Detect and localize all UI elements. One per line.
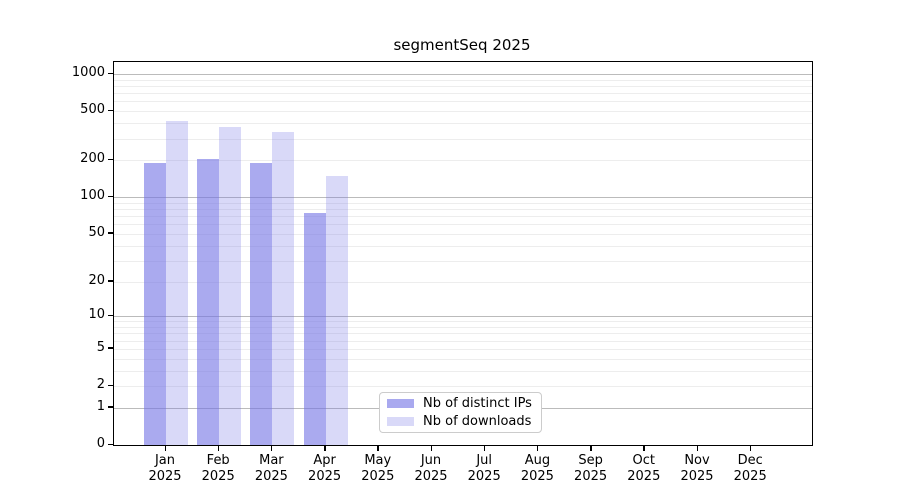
legend-swatch-downloads	[387, 417, 414, 426]
y-tick	[108, 443, 113, 445]
minor-gridline	[114, 101, 812, 103]
bar-apr-distinct-ips	[303, 213, 326, 445]
bar-mar-distinct-ips	[250, 163, 273, 445]
x-tick	[590, 446, 592, 451]
major-gridline	[114, 197, 812, 199]
x-tick	[217, 446, 220, 451]
y-tick-label: 50	[88, 224, 105, 240]
minor-gridline	[114, 224, 812, 226]
y-tick	[108, 347, 113, 349]
x-tick	[377, 446, 379, 451]
minor-gridline	[114, 86, 812, 87]
x-tick-label-apr: Apr 2025	[308, 453, 342, 484]
x-tick	[164, 446, 166, 451]
y-tick	[108, 280, 113, 282]
x-tick-label-dec: Dec 2025	[733, 453, 767, 484]
y-tick	[108, 406, 113, 408]
x-tick-label-mar: Mar 2025	[254, 453, 288, 484]
plot-area	[113, 61, 813, 446]
x-tick-label-nov: Nov 2025	[680, 453, 714, 484]
minor-gridline	[114, 327, 812, 328]
minor-gridline	[114, 216, 812, 218]
x-tick-label-jun: Jun 2025	[414, 453, 448, 484]
x-tick	[696, 446, 698, 451]
y-tick	[108, 109, 113, 112]
x-tick	[536, 446, 539, 451]
x-tick-label-may: May 2025	[361, 453, 395, 484]
legend-label-downloads: Nb of downloads	[423, 414, 532, 429]
y-tick-label: 500	[80, 102, 105, 118]
x-tick	[749, 446, 752, 451]
minor-gridline	[114, 260, 812, 262]
bar-feb-downloads	[219, 126, 242, 445]
bar-jan-downloads	[166, 120, 188, 445]
y-tick	[108, 232, 113, 234]
bar-feb-distinct-ips	[197, 158, 220, 445]
y-tick-label: 2	[96, 377, 105, 392]
legend-swatch-distinct-ips	[387, 399, 414, 408]
minor-gridline	[114, 93, 812, 95]
y-tick-label: 0	[96, 436, 105, 451]
minor-gridline	[114, 358, 812, 360]
minor-gridline	[114, 202, 812, 204]
x-tick-label-jul: Jul 2025	[467, 453, 501, 484]
legend-entry-downloads: Nb of downloads	[387, 414, 534, 429]
legend-label-distinct-ips: Nb of distinct IPs	[423, 396, 532, 411]
legend: Nb of distinct IPs Nb of downloads	[379, 392, 542, 433]
x-tick	[430, 446, 432, 451]
minor-gridline	[114, 160, 812, 162]
minor-gridline	[114, 321, 812, 323]
y-tick-label: 5	[96, 339, 105, 355]
chart-title: segmentSeq 2025	[393, 36, 531, 54]
x-tick	[483, 446, 486, 451]
minor-gridline	[114, 281, 812, 283]
x-tick-label-sep: Sep 2025	[574, 453, 608, 484]
bar-apr-downloads	[325, 175, 348, 445]
y-tick-label: 1000	[71, 65, 105, 80]
minor-gridline	[114, 370, 812, 372]
y-tick	[108, 158, 113, 161]
minor-gridline	[114, 111, 812, 113]
y-tick-label: 100	[80, 188, 105, 204]
bar-mar-downloads	[272, 131, 295, 445]
bar-jan-distinct-ips	[144, 163, 166, 445]
x-tick-label-feb: Feb 2025	[201, 453, 235, 484]
x-tick-label-aug: Aug 2025	[520, 453, 554, 484]
legend-entry-distinct-ips: Nb of distinct IPs	[387, 396, 534, 411]
y-tick-label: 1	[96, 398, 105, 414]
major-gridline	[114, 74, 812, 75]
minor-gridline	[114, 245, 812, 247]
minor-gridline	[114, 79, 812, 81]
minor-gridline	[114, 209, 812, 210]
minor-gridline	[114, 138, 812, 140]
x-tick-label-oct: Oct 2025	[627, 453, 661, 484]
minor-gridline	[114, 340, 812, 342]
x-tick-label-jan: Jan 2025	[148, 453, 182, 484]
y-tick	[108, 384, 113, 386]
x-tick	[324, 446, 326, 451]
x-tick	[270, 446, 273, 451]
minor-gridline	[114, 348, 812, 350]
y-tick	[108, 314, 113, 317]
y-tick-label: 10	[88, 307, 105, 323]
y-tick-label: 20	[88, 272, 105, 288]
major-gridline	[114, 316, 812, 318]
y-tick	[108, 72, 113, 74]
minor-gridline	[114, 123, 812, 125]
minor-gridline	[114, 386, 812, 387]
minor-gridline	[114, 233, 812, 235]
y-tick-label: 200	[80, 151, 105, 167]
y-tick	[108, 195, 113, 198]
x-tick	[643, 446, 645, 451]
minor-gridline	[114, 333, 812, 335]
